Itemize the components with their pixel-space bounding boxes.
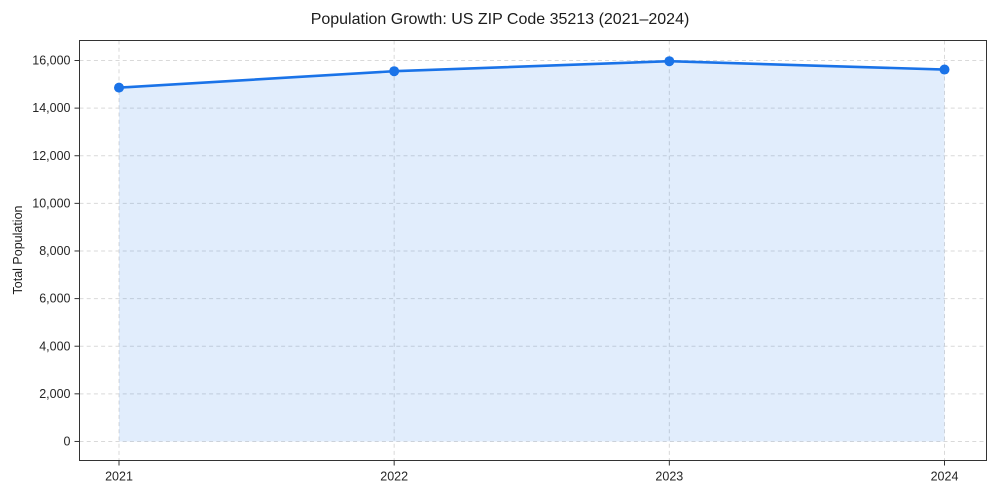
y-tick-label: 12,000 (32, 149, 70, 163)
x-tick-label: 2021 (105, 470, 133, 484)
y-tick-label: 4,000 (39, 339, 70, 353)
data-point-2023 (664, 56, 675, 67)
y-tick-label: 8,000 (39, 244, 70, 258)
trend-line (117, 59, 946, 89)
data-point-2021 (114, 82, 124, 93)
x-tick-label: 2023 (655, 470, 683, 484)
data-point-2022 (389, 66, 400, 77)
data-point-2024 (939, 64, 950, 75)
y-tick-label: 16,000 (32, 54, 70, 68)
y-tick-label: 2,000 (39, 387, 70, 401)
x-tick-label: 2024 (931, 470, 959, 484)
x-tick-label: 2022 (380, 470, 408, 484)
chart-title: Population Growth: US ZIP Code 35213 (20… (310, 11, 690, 28)
y-tick-label: 10,000 (32, 196, 70, 210)
y-tick-label: 0 (64, 435, 71, 449)
y-tick-label: 14,000 (32, 101, 70, 115)
y-tick-label: 6,000 (39, 292, 70, 306)
area-fill (119, 61, 945, 442)
